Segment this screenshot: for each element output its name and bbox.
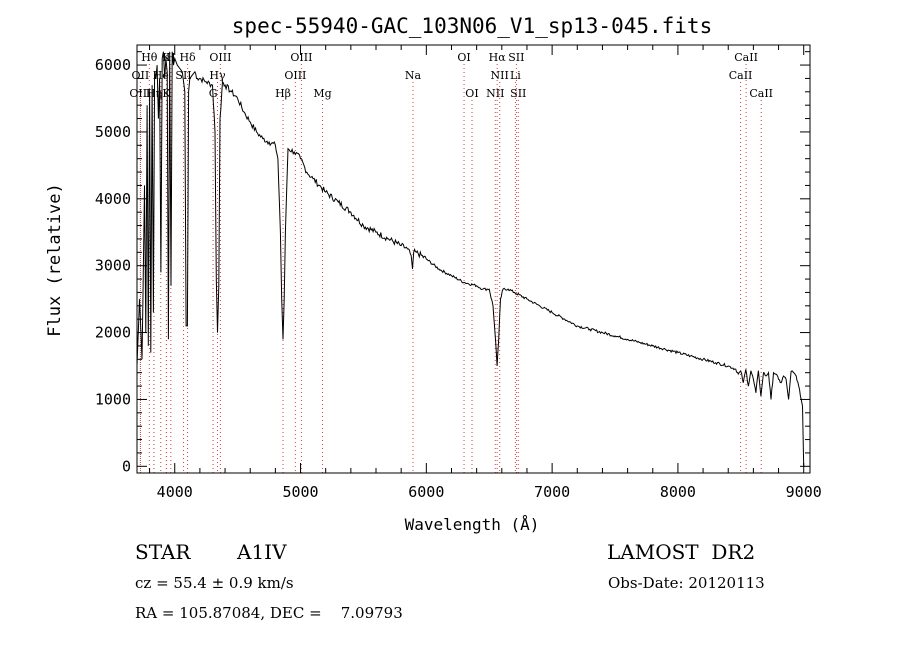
object-type: STAR [135, 540, 191, 564]
spectral-line-label: Hβ [275, 87, 291, 100]
x-tick-label: 4000 [157, 483, 193, 501]
y-tick-label: 5000 [95, 123, 131, 141]
spectral-line-label: Hα [489, 51, 507, 64]
spectral-line-label: OII [132, 69, 150, 82]
spectral-line-label: SII [510, 87, 526, 100]
survey-label: LAMOST DR2 [607, 540, 756, 564]
y-axis-label: Flux (relative) [45, 183, 65, 337]
y-tick-label: 6000 [95, 56, 131, 74]
x-tick-label: 7000 [534, 483, 570, 501]
spectral-line-label: Li [510, 69, 521, 82]
y-tick-label: 3000 [95, 257, 131, 275]
spectral-line-label: OIII [290, 51, 312, 64]
x-tick-label: 5000 [282, 483, 318, 501]
spectral-line-label: Hθ [141, 51, 158, 64]
x-axis-label: Wavelength (Å) [405, 515, 540, 534]
x-tick-label: 8000 [660, 483, 696, 501]
y-tick-label: 1000 [95, 390, 131, 408]
x-tick-label: 6000 [408, 483, 444, 501]
spectral-line-label: Hγ [209, 69, 226, 82]
spectral-line-label: OI [465, 87, 478, 100]
spectral-line-label: CaII [734, 51, 758, 64]
spectral-line-label: OIII [209, 51, 231, 64]
y-tick-label: 0 [122, 457, 131, 475]
spectral-line-label: OIII [129, 87, 151, 100]
spectral-line-label: CaII [749, 87, 773, 100]
flux-series-line [136, 51, 805, 467]
spectral-line-label: Mg [313, 87, 331, 100]
spectral-line-label: H [166, 51, 176, 64]
observation-date: Obs-Date: 20120113 [608, 574, 765, 592]
spectral-line-label: Hδ [179, 51, 196, 64]
spectral-subclass: A1IV [237, 540, 287, 564]
redshift-velocity: cz = 55.4 ± 0.9 km/s [135, 574, 294, 592]
x-tick-label: 9000 [786, 483, 822, 501]
spectral-line-label: SII [508, 51, 524, 64]
y-tick-label: 4000 [95, 190, 131, 208]
y-tick-label: 2000 [95, 324, 131, 342]
chart-title: spec-55940-GAC_103N06_V1_sp13-045.fits [232, 14, 712, 38]
spectral-line-label: OIII [284, 69, 306, 82]
spectral-line-label: NII [486, 87, 504, 100]
spectral-line-label: CaII [729, 69, 753, 82]
plot-frame [136, 44, 811, 474]
ra-dec-coordinates: RA = 105.87084, DEC = 7.09793 [135, 604, 403, 622]
spectral-line-label: Na [405, 69, 422, 82]
spectral-line-label: K [162, 51, 171, 64]
spectral-line-label: OI [457, 51, 470, 64]
spectral-line-label: NII [491, 69, 509, 82]
